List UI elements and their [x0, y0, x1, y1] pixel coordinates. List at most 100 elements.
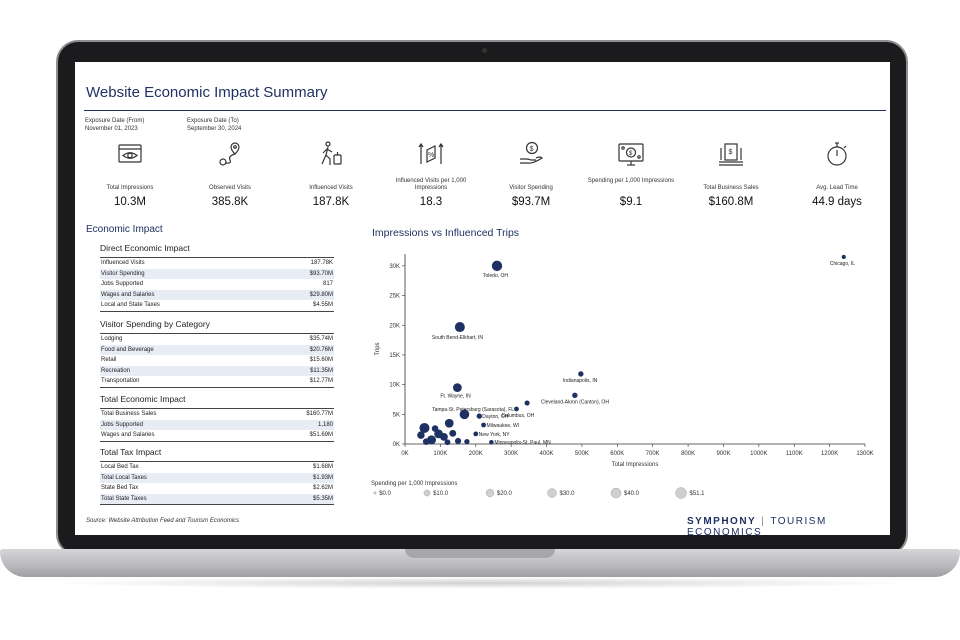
x-tick-label: 400K: [540, 451, 554, 457]
y-tick-label: 30K: [389, 264, 400, 270]
kpi-label: Total Business Sales: [703, 185, 759, 191]
kpi-label: Spending per 1,000 Impressions: [587, 178, 675, 184]
scatter-point: [444, 418, 454, 428]
kpi-total-impressions: Total Impressions 10.3M: [84, 140, 176, 208]
row-label: Transportation: [101, 378, 140, 385]
table-row: Influenced Visits 187.78K: [100, 258, 334, 269]
exposure-date-to: Exposure Date (To) September 30, 2024: [187, 117, 241, 133]
size-legend-title: Spending per 1,000 Impressions: [371, 481, 457, 487]
scatter-point: [481, 422, 486, 428]
dashboard-screen: Website Economic Impact Summary Exposure…: [75, 62, 890, 535]
x-tick-label: 500K: [575, 451, 589, 457]
size-legend-marker: [675, 487, 687, 499]
scatter-point: [464, 438, 470, 445]
x-tick-label: 200K: [469, 451, 483, 457]
brand-separator: |: [761, 516, 766, 527]
row-value: $93.70M: [309, 270, 333, 277]
row-label: Retail: [101, 357, 117, 364]
title-divider: [84, 110, 886, 111]
scatter-point: [417, 431, 425, 439]
spending-category-title: Visitor Spending by Category: [100, 319, 210, 329]
row-value: 187.78K: [310, 260, 333, 266]
table-row: Wages and Salaries $51.69M: [100, 430, 334, 441]
date-from-label: Exposure Date (From): [85, 118, 145, 124]
point-label: Minneapolis-St. Paul, MN: [494, 440, 551, 446]
scatter-point: [454, 322, 465, 333]
row-value: $11.35M: [310, 367, 333, 374]
kpi-visitor-spending: $ Visitor Spending $93.7M: [485, 140, 577, 208]
x-tick-label: 900K: [716, 451, 730, 457]
size-legend-label: $0.0: [379, 491, 391, 497]
y-axis-label: Trips: [375, 342, 381, 355]
table-row: Wages and Salaries $29.80M: [100, 289, 334, 301]
scatter-point: [524, 400, 530, 406]
row-value: $4.55M: [312, 302, 333, 309]
date-to-value: September 30, 2024: [187, 126, 242, 132]
direct-impact-title: Direct Economic Impact: [100, 243, 190, 253]
webcam: [482, 48, 487, 53]
scatter-point: [491, 260, 503, 272]
y-tick-label: 15K: [389, 353, 400, 359]
point-label: Milwaukee, WI: [487, 423, 520, 429]
size-legend-label: $10.0: [433, 491, 449, 497]
x-tick-label: 300K: [504, 451, 518, 457]
table-row: Food and Beverage $20.76M: [100, 344, 334, 356]
kpi-value: 187.8K: [312, 196, 350, 208]
kpi-label: Avg. Lead Time: [816, 185, 858, 191]
table-row: Local Bed Tax $1.68M: [100, 462, 334, 473]
kpi-value: $9.1: [619, 196, 643, 208]
tax-impact-title: Total Tax Impact: [100, 447, 162, 457]
row-label: Local and State Taxes: [101, 302, 160, 309]
size-legend-label: $40.0: [624, 491, 640, 497]
x-tick-label: 1000K: [750, 451, 767, 457]
scatter-point: [489, 439, 494, 445]
row-label: Total Business Sales: [101, 411, 157, 417]
table-row: State Bed Tax $2.62M: [100, 483, 334, 494]
scatter-point: [459, 409, 470, 420]
kpi-value: 10.3M: [114, 196, 146, 208]
scatter-point: [440, 432, 448, 441]
scatter-point: [452, 383, 462, 392]
scatter-point: [422, 438, 430, 445]
x-tick-label: 700K: [646, 451, 660, 457]
scatter-chart: 0K 100K 200K 300K 400K 500K 600K 700K 800K 900K 10…: [371, 254, 874, 499]
row-value: $15.60M: [309, 357, 333, 364]
scatter-point: [454, 437, 462, 445]
size-legend-marker: [373, 491, 377, 495]
point-label: Tampa-St. Petersburg (Sarasota), FL: [432, 407, 514, 413]
scatter-point: [419, 422, 430, 433]
size-legend-marker: [610, 487, 622, 499]
spending-category-table: Lodging $35.74M Food and Beverage $20.76M Re…: [100, 333, 334, 388]
point-label: Indianapolis, IN: [563, 378, 598, 384]
kpi-influenced-visits: Influenced Visits 187.8K: [285, 140, 377, 208]
kpi-influenced-per-1000: % Influenced Visits per 1,000 Impression…: [385, 140, 477, 208]
svg-text:$: $: [629, 150, 633, 157]
source-note: Source: Website Attribution Feed and Tou…: [86, 518, 240, 524]
row-label: Lodging: [101, 336, 123, 342]
row-value: $35.74M: [309, 336, 333, 342]
kpi-label: Influenced Visits: [309, 185, 353, 191]
table-row: Local and State Taxes $4.55M: [100, 300, 334, 311]
money-stack-icon: $: [719, 143, 743, 166]
kpi-value: $93.7M: [511, 196, 551, 208]
x-tick-label: 1200K: [821, 451, 838, 457]
point-label: New York, NY: [479, 432, 511, 438]
kpi-observed-visits: Observed Visits 385.8K: [184, 140, 276, 208]
table-row: Total Local Taxes $1.93M: [100, 472, 334, 484]
row-value: $1.68M: [312, 464, 333, 470]
exposure-date-from: Exposure Date (From) November 01, 2023: [85, 117, 144, 133]
kpi-spending-per-1000: $ Spending per 1,000 Impressions $9.1: [585, 140, 677, 208]
kpi-label: Observed Visits: [209, 185, 251, 191]
tax-impact-table: Local Bed Tax $1.68M Total Local Taxes $1.9…: [100, 461, 334, 506]
row-label: Recreation: [101, 367, 131, 374]
row-label: Jobs Supported: [101, 281, 144, 288]
kpi-value: 18.3: [419, 196, 443, 208]
total-impact-table: Total Business Sales $160.77M Jobs Support…: [100, 408, 334, 442]
kpi-label: Total Impressions: [106, 185, 154, 191]
y-tick-label: 5K: [393, 412, 400, 418]
table-row: Total Business Sales $160.77M: [100, 409, 334, 420]
row-label: Influenced Visits: [101, 260, 145, 266]
table-row: Retail $15.60M: [100, 355, 334, 366]
total-impact-title: Total Economic Impact: [100, 394, 186, 404]
row-value: 817: [322, 281, 333, 288]
